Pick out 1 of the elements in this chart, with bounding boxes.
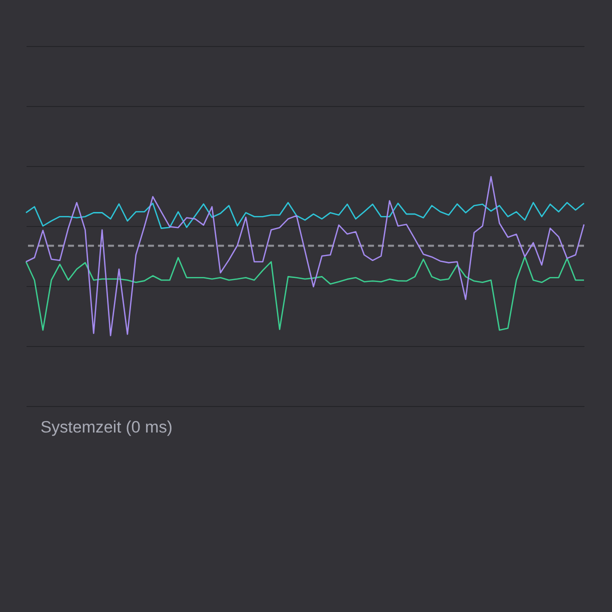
x-axis-title: Systemzeit (0 ms) bbox=[40, 418, 173, 436]
